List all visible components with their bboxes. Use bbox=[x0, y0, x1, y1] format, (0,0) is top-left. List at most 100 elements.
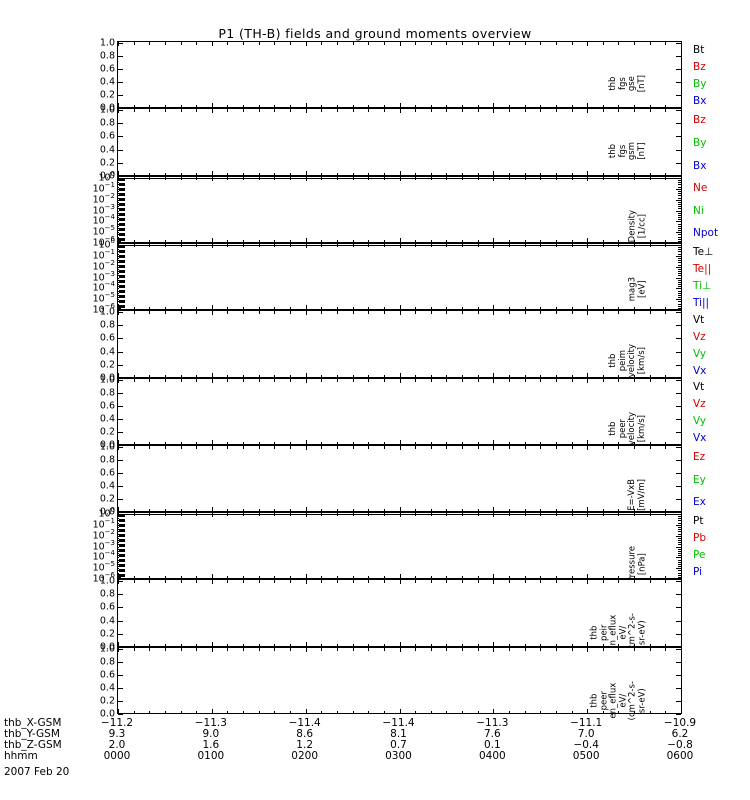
legend-item-te[interactable]: Te⊥ bbox=[693, 246, 714, 259]
x-tick-minor bbox=[290, 575, 291, 578]
y-tick-major bbox=[118, 380, 123, 381]
x-tick-minor bbox=[274, 42, 275, 45]
x-tick-minor bbox=[525, 239, 526, 242]
plot-panel-2[interactable]: 1.0 0.8 0.6 0.4 0.2 0.0 thb fgs gsm [nT] Bz By Bx bbox=[100, 105, 707, 180]
x-tick-minor bbox=[290, 710, 291, 713]
x-tick-major bbox=[118, 440, 119, 444]
y-tick-label: 10−6 bbox=[92, 302, 115, 316]
plot-panel-5[interactable]: 1.0 0.8 0.6 0.4 0.2 0.0 thb peim velocity [km/s] V… bbox=[100, 307, 707, 382]
y-tick-label: 0.6 bbox=[99, 669, 115, 681]
x-tick-minor bbox=[462, 374, 463, 377]
y-tick-major bbox=[118, 701, 123, 702]
legend-item-ne[interactable]: Ne bbox=[693, 181, 708, 194]
y-tick-minor bbox=[678, 549, 681, 550]
x-tick-minor bbox=[509, 239, 510, 242]
legend-item-vz[interactable]: Vz bbox=[693, 397, 706, 410]
x-tick-minor bbox=[415, 508, 416, 511]
legend-item-npot[interactable]: Npot bbox=[693, 226, 719, 239]
x-tick-minor bbox=[227, 580, 228, 583]
legend-item-pt[interactable]: Pt bbox=[693, 515, 704, 528]
y-tick-major bbox=[676, 688, 681, 689]
x-tick-major bbox=[306, 305, 307, 309]
legend-item-ti[interactable]: Ti|| bbox=[693, 296, 710, 309]
y-axis-title: thb peer en_eflux eV/(cm^2-s-sr-eV) bbox=[589, 680, 647, 720]
x-tick-minor bbox=[149, 379, 150, 382]
y-tick-major bbox=[676, 299, 681, 300]
legend-item-ez[interactable]: Ez bbox=[693, 450, 706, 463]
legend-item-te[interactable]: Te|| bbox=[693, 262, 712, 275]
x-tick-band bbox=[118, 513, 682, 578]
legend-item-bz[interactable]: Bz bbox=[693, 60, 706, 73]
x-tick-minor bbox=[337, 446, 338, 449]
y-tick-major bbox=[118, 56, 123, 57]
x-tick-minor bbox=[290, 643, 291, 646]
x-tick-minor bbox=[618, 508, 619, 511]
x-tick-minor bbox=[525, 575, 526, 578]
x-tick-minor bbox=[384, 643, 385, 646]
x-tick-minor bbox=[290, 508, 291, 511]
plot-panel-1[interactable]: 1.0 0.8 0.6 0.4 0.2 0.0 thb fgs gse [nT] Bt Bz By Bx bbox=[100, 38, 707, 112]
x-tick-minor bbox=[446, 109, 447, 112]
legend-item-by[interactable]: By bbox=[693, 77, 707, 90]
x-tick-minor bbox=[650, 643, 651, 646]
x-tick-minor bbox=[243, 379, 244, 382]
legend-item-bx[interactable]: Bx bbox=[693, 94, 707, 107]
x-tick-minor bbox=[259, 580, 260, 583]
legend-item-bt[interactable]: Bt bbox=[693, 44, 705, 57]
plot-panel-4[interactable]: 100 10−1 10−2 10−3 10−4 10−5 10−6 mag3 [eV] Te⊥ Te… bbox=[93, 238, 714, 315]
legend-item-vx[interactable]: Vx bbox=[693, 431, 707, 444]
x-tick-minor bbox=[618, 648, 619, 651]
x-tick-minor bbox=[259, 374, 260, 377]
legend-item-vt[interactable]: Vt bbox=[693, 313, 705, 326]
x-tick-minor bbox=[603, 239, 604, 242]
plot-panel-9[interactable]: 1.0 0.8 0.6 0.4 0.2 0.0 thb peir en_eflux eV/(cm^… bbox=[100, 576, 682, 652]
x-tick-minor bbox=[165, 239, 166, 242]
legend-item-vy[interactable]: Vy bbox=[693, 347, 707, 360]
y-tick-major bbox=[118, 393, 123, 394]
x-tick-minor bbox=[196, 710, 197, 713]
plot-panel-10[interactable]: 1.0 0.8 0.6 0.4 0.2 0.0 thb peer en_eflux eV/(cm^… bbox=[100, 644, 682, 720]
x-axis-tick-column: −11.4 8.6 1.2 0200 bbox=[289, 718, 321, 762]
panel-legend: Bz By Bx bbox=[693, 109, 750, 175]
y-tick-label: 0.4 bbox=[99, 413, 115, 425]
plot-panel-8[interactable]: 100 10−1 10−2 10−3 10−4 10−5 10−6 Pressure [nPa]… bbox=[93, 507, 706, 584]
x-tick-minor bbox=[572, 239, 573, 242]
x-tick-minor bbox=[415, 374, 416, 377]
legend-item-pi[interactable]: Pi bbox=[693, 565, 703, 578]
legend-item-ey[interactable]: Ey bbox=[693, 473, 706, 486]
plot-panel-3[interactable]: 100 10−1 10−2 10−3 10−4 10−5 10−6 Density [1/cc]… bbox=[93, 171, 718, 248]
x-tick-minor bbox=[149, 446, 150, 449]
x-axis-row-label-hhmm: hhmm bbox=[4, 750, 38, 762]
legend-item-pe[interactable]: Pe bbox=[693, 548, 706, 561]
plot-panel-7[interactable]: 1.0 0.8 0.6 0.4 0.2 0.0 E=-VxB [mV/m] Ez Ey Ex bbox=[100, 442, 706, 516]
x-tick-minor bbox=[274, 508, 275, 511]
x-tick-major bbox=[400, 311, 401, 315]
y-tick-minor bbox=[678, 191, 681, 192]
x-tick-major bbox=[212, 440, 213, 444]
y-tick-major bbox=[676, 163, 681, 164]
legend-item-vt[interactable]: Vt bbox=[693, 381, 705, 394]
x-tick-minor bbox=[618, 446, 619, 449]
legend-item-pb[interactable]: Pb bbox=[693, 531, 706, 544]
x-tick-major bbox=[493, 440, 494, 444]
legend-item-ex[interactable]: Ex bbox=[693, 495, 706, 508]
y-axis-title: E=-VxB [mV/m] bbox=[627, 478, 647, 511]
legend-item-bz[interactable]: Bz bbox=[693, 114, 706, 127]
x-tick-minor bbox=[337, 508, 338, 511]
x-tick-major bbox=[306, 171, 307, 175]
legend-item-ni[interactable]: Ni bbox=[693, 204, 704, 217]
x-axis-value: −0.8 bbox=[667, 739, 693, 751]
legend-item-bx[interactable]: Bx bbox=[693, 159, 707, 172]
x-tick-minor bbox=[603, 580, 604, 583]
y-tick-label: 0.2 bbox=[99, 493, 115, 505]
legend-item-ti[interactable]: Ti⊥ bbox=[693, 279, 712, 292]
x-tick-minor bbox=[165, 109, 166, 112]
x-tick-minor bbox=[181, 109, 182, 112]
plot-panel-6[interactable]: 1.0 0.8 0.6 0.4 0.2 0.0 thb peer velocity [km/s] V… bbox=[100, 375, 707, 449]
legend-item-vx[interactable]: Vx bbox=[693, 364, 707, 377]
legend-item-vy[interactable]: Vy bbox=[693, 414, 707, 427]
legend-item-vz[interactable]: Vz bbox=[693, 330, 706, 343]
y-axis-title: Density [1/cc] bbox=[627, 209, 647, 242]
x-tick-minor bbox=[665, 446, 666, 449]
legend-item-by[interactable]: By bbox=[693, 136, 707, 149]
